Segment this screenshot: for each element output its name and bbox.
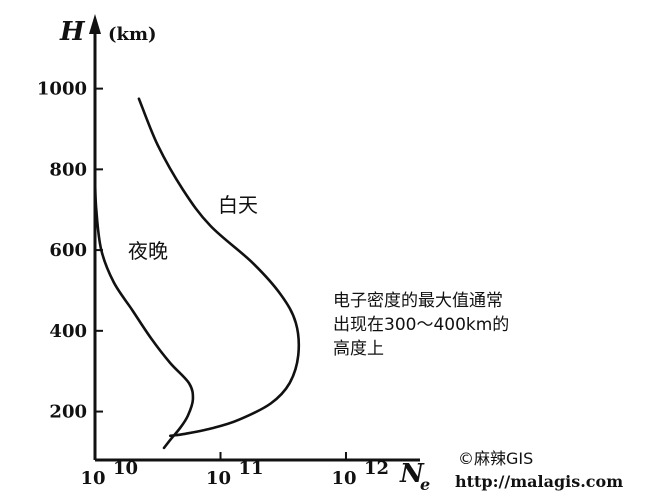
x-axis-title-subscript: e	[420, 475, 430, 494]
series-line-night	[93, 176, 195, 450]
x-tick-exponent-12: 12	[364, 458, 389, 479]
watermark-credit: ©麻辣GIS	[458, 449, 533, 468]
y-axis-arrow-icon	[89, 14, 101, 34]
y-tick-label-400: 400	[49, 321, 87, 342]
x-axis-title: N	[399, 459, 425, 489]
series-line-day	[137, 97, 301, 438]
x-tick-exponent-10: 10	[113, 458, 138, 479]
y-axis-unit: (km)	[108, 24, 157, 45]
max-note-line-3: 高度上	[333, 339, 384, 359]
x-tick-exponent-11: 11	[238, 458, 263, 479]
max-note-line-1: 电子密度的最大值通常	[333, 291, 503, 311]
y-tick-label-600: 600	[49, 240, 87, 261]
series-label-day: 白天	[218, 193, 258, 217]
watermark-url: http://malagis.com	[455, 472, 623, 491]
y-axis-title: H	[59, 17, 86, 47]
max-note-line-2: 出现在300～400km的	[333, 315, 509, 335]
x-tick-label-10: 10	[80, 468, 105, 489]
x-tick-label-12: 10	[331, 468, 356, 489]
y-tick-label-200: 200	[49, 402, 87, 423]
y-tick-label-1000: 1000	[37, 79, 87, 100]
y-tick-label-800: 800	[49, 159, 87, 180]
series-label-night: 夜晚	[128, 239, 168, 263]
x-tick-label-11: 10	[206, 468, 231, 489]
